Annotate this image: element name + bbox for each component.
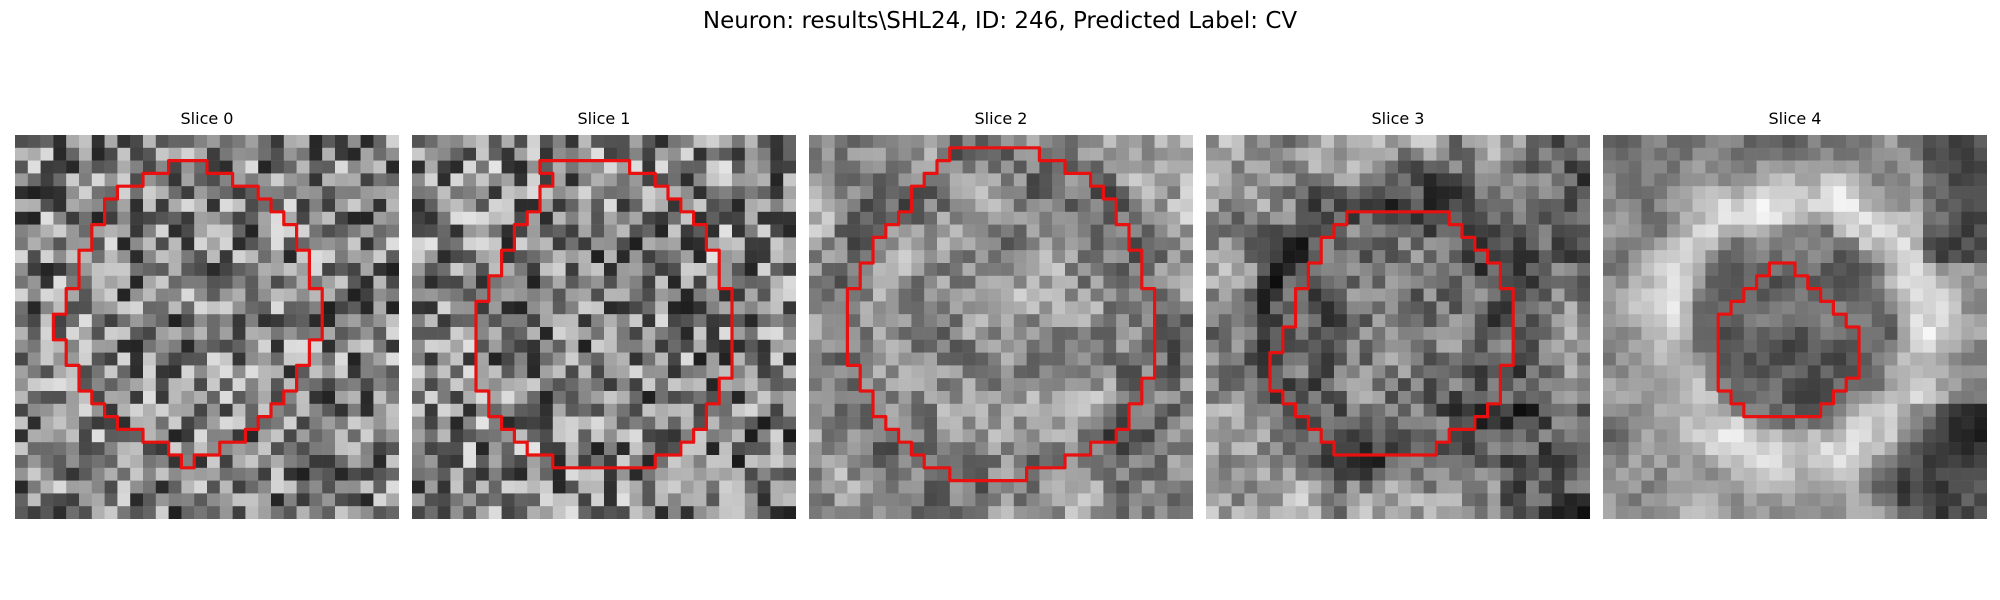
slice-2-image — [809, 135, 1193, 519]
slice-panel-0: Slice 0 — [15, 107, 399, 519]
slice-panel-4: Slice 4 — [1603, 107, 1987, 519]
slice-1-title: Slice 1 — [577, 109, 631, 128]
slice-4-roi-outline — [1716, 261, 1861, 419]
slice-2-roi-outline — [845, 146, 1157, 483]
slice-4-title: Slice 4 — [1768, 109, 1822, 128]
slice-0-title: Slice 0 — [180, 109, 234, 128]
slice-2-title: Slice 2 — [974, 109, 1028, 128]
slice-panel-2: Slice 2 — [809, 107, 1193, 519]
slice-1-image — [412, 135, 796, 519]
slice-panel-3: Slice 3 — [1206, 107, 1590, 519]
slice-3-title: Slice 3 — [1371, 109, 1425, 128]
figure-title: Neuron: results\SHL24, ID: 246, Predicte… — [702, 8, 1298, 34]
slice-0-roi-outline — [51, 159, 324, 470]
slice-3-image — [1206, 135, 1590, 519]
slice-4-image — [1603, 135, 1987, 519]
slice-3-roi-outline — [1268, 210, 1515, 457]
slice-0-image — [15, 135, 399, 519]
slice-1-roi-outline — [474, 159, 734, 470]
slice-panel-1: Slice 1 — [412, 107, 796, 519]
